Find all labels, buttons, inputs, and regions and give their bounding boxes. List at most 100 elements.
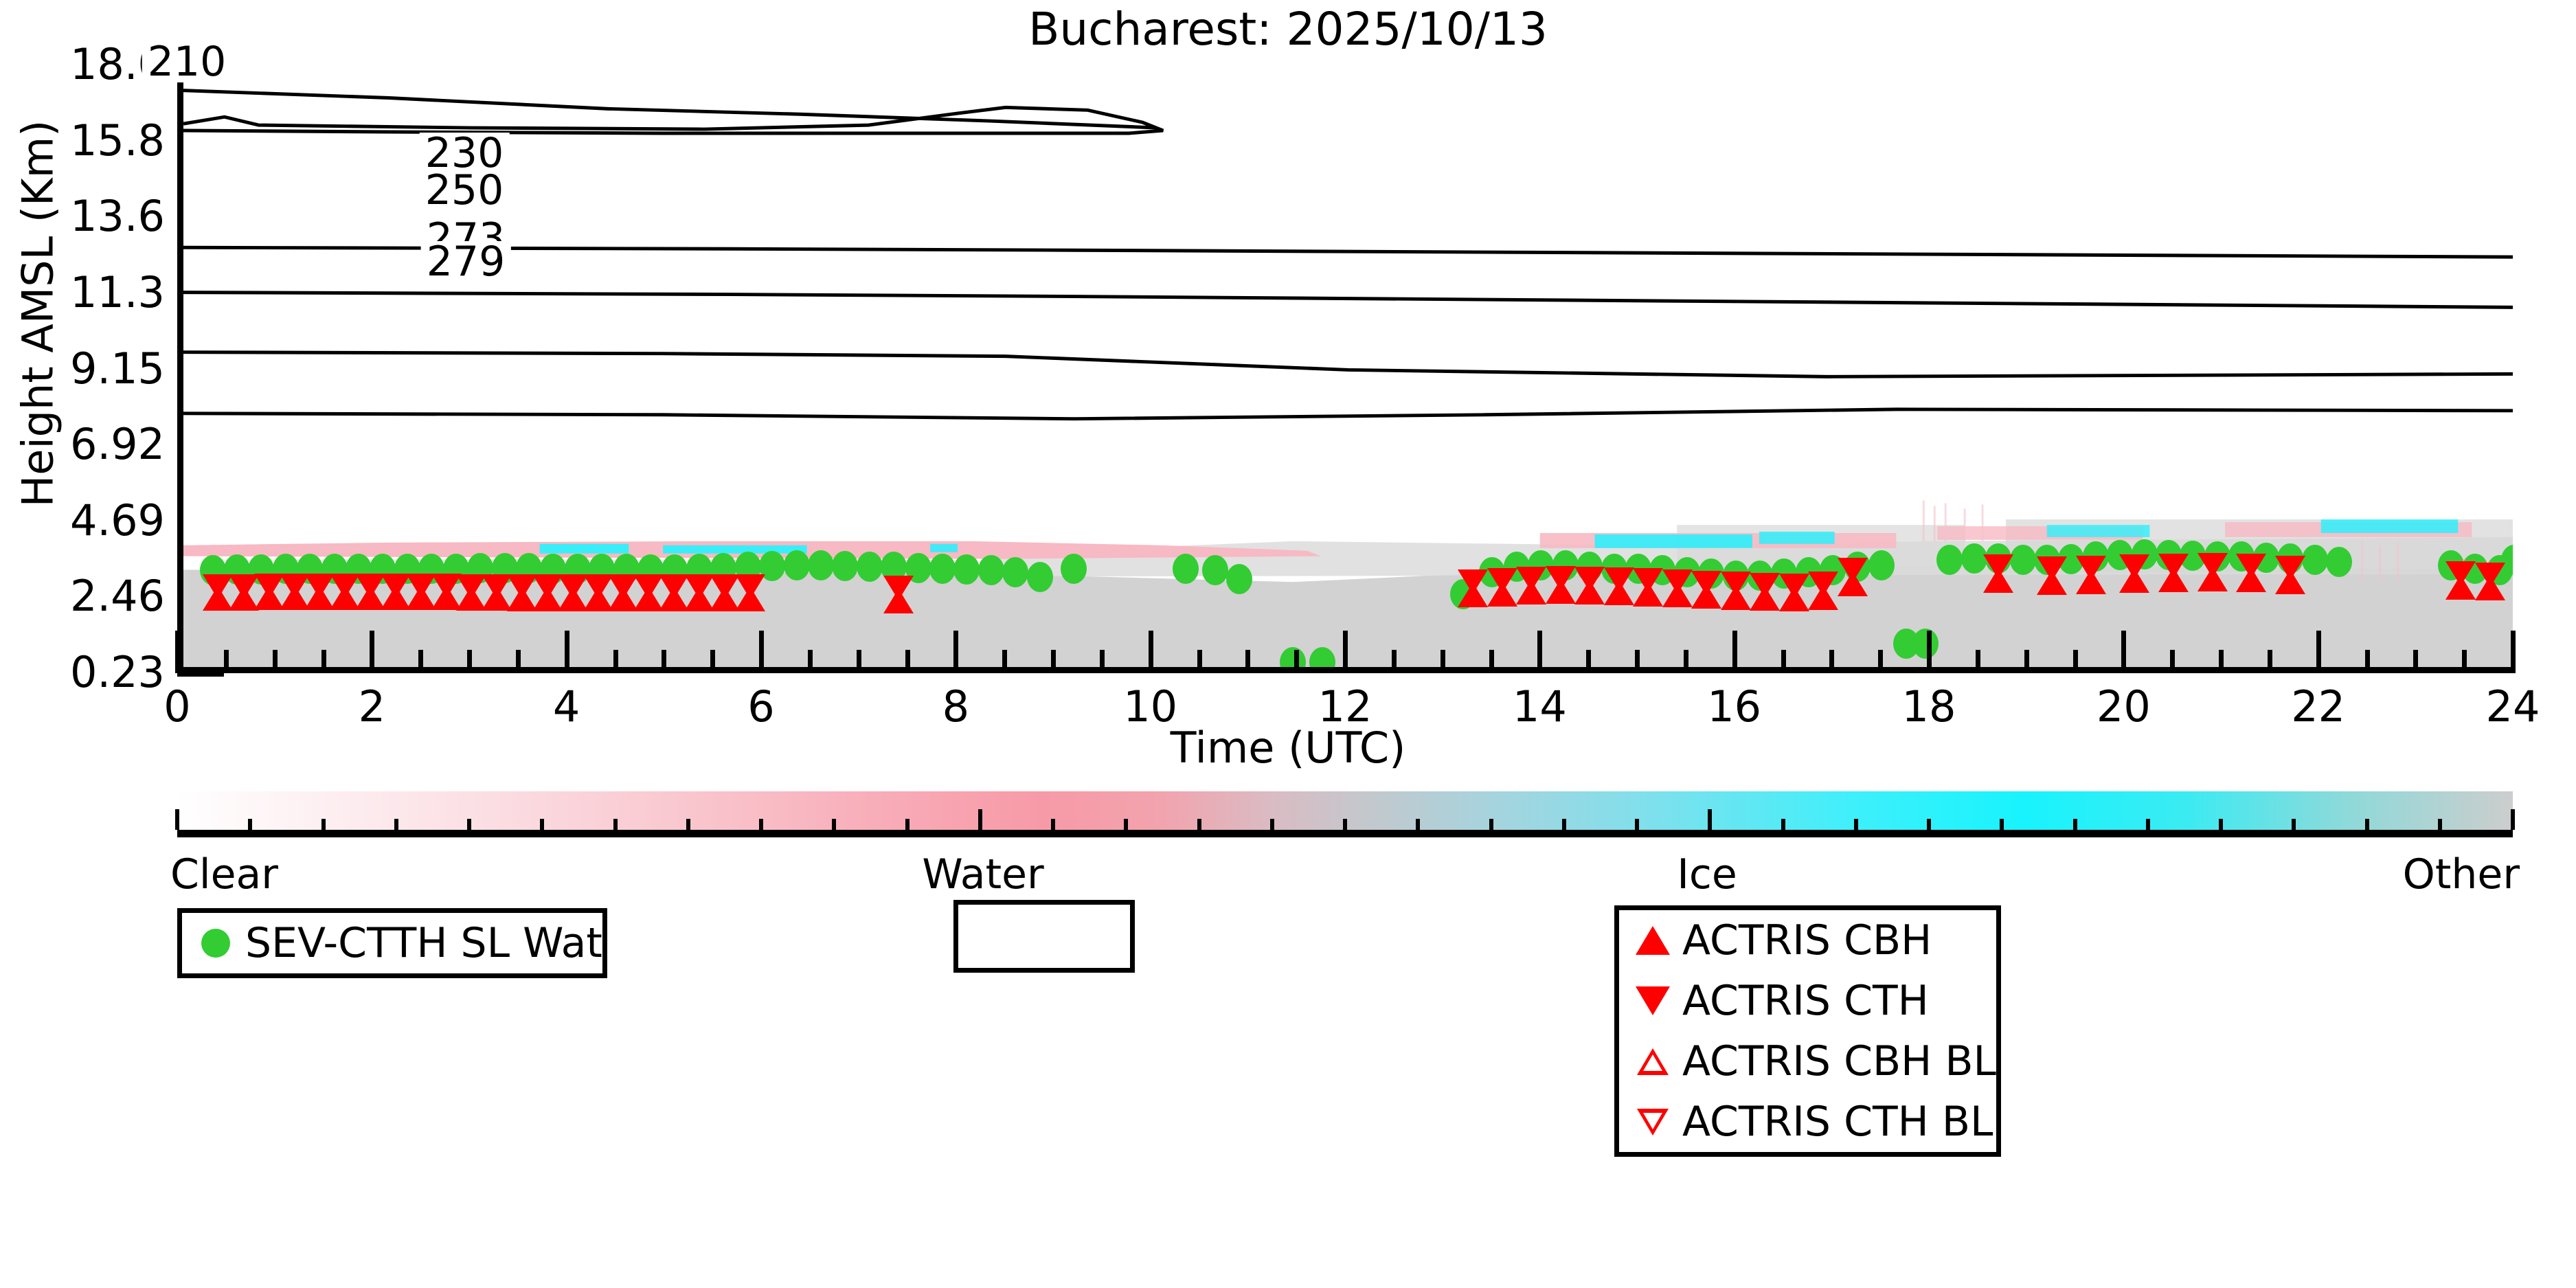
colorbar-minor-tick bbox=[248, 819, 253, 830]
x-minor-tick-mark bbox=[807, 650, 813, 673]
data-point-triangle-down bbox=[2445, 561, 2476, 587]
data-point-triangle-down bbox=[1574, 566, 1605, 591]
data-point-triangle-down bbox=[1720, 572, 1751, 597]
triangle-down-filled-icon bbox=[1634, 986, 1671, 1015]
y-tick-label: 6.92 bbox=[69, 419, 165, 470]
x-minor-tick-mark bbox=[1975, 650, 1980, 673]
x-tick-label: 20 bbox=[2096, 681, 2151, 732]
data-point-triangle-down bbox=[405, 573, 436, 598]
data-point-circle bbox=[1226, 563, 1253, 594]
data-point-triangle-down bbox=[1778, 573, 1809, 598]
x-tick-label: 2 bbox=[358, 681, 386, 732]
x-minor-tick-mark bbox=[515, 650, 521, 673]
legend-item[interactable]: ACTRIS CBH BL bbox=[1619, 1031, 1996, 1092]
legend-empty-box[interactable] bbox=[953, 900, 1135, 973]
x-minor-tick-mark bbox=[1245, 650, 1251, 673]
x-minor-tick-mark bbox=[1099, 650, 1105, 673]
data-point-triangle-down bbox=[355, 573, 385, 598]
x-minor-tick-mark bbox=[321, 650, 326, 673]
colorbar-minor-tick bbox=[1927, 819, 1931, 830]
x-tick-mark bbox=[1343, 631, 1348, 673]
data-point-triangle-down bbox=[1691, 570, 1722, 596]
data-point-circle bbox=[1173, 553, 1199, 584]
data-point-triangle-down bbox=[2474, 562, 2505, 587]
x-axis-label: Time (UTC) bbox=[1170, 723, 1406, 773]
data-point-circle bbox=[978, 555, 1004, 586]
legend-item[interactable]: SEV-CTTH SL Wat bbox=[182, 913, 602, 973]
x-minor-tick-mark bbox=[1440, 650, 1445, 673]
x-minor-tick-mark bbox=[1294, 650, 1300, 673]
x-minor-tick-mark bbox=[662, 650, 667, 673]
data-point-triangle-down bbox=[608, 574, 639, 600]
y-tick-label: 11.3 bbox=[69, 267, 165, 317]
data-point-triangle-down bbox=[1983, 554, 2014, 580]
x-minor-tick-mark bbox=[1586, 650, 1592, 673]
x-minor-tick-mark bbox=[1829, 650, 1835, 673]
circle-green-icon bbox=[197, 929, 234, 958]
colorbar-minor-tick bbox=[759, 819, 763, 830]
data-point-circle bbox=[2325, 546, 2352, 577]
x-tick-mark bbox=[1927, 631, 1932, 673]
legend-actris[interactable]: ACTRIS CBH ACTRIS CTH ACTRIS CBH BL ACTRIS … bbox=[1614, 905, 2001, 1157]
data-point-triangle-down bbox=[734, 574, 765, 600]
x-tick-mark bbox=[1537, 631, 1543, 673]
isotherm-label: 279 bbox=[420, 241, 511, 282]
colorbar-minor-tick bbox=[1853, 819, 1858, 830]
data-point-triangle-down bbox=[659, 574, 689, 600]
x-minor-tick-mark bbox=[418, 650, 424, 673]
x-tick-label: 0 bbox=[163, 681, 191, 732]
classification-colorbar[interactable] bbox=[175, 791, 2515, 843]
x-minor-tick-mark bbox=[223, 650, 229, 673]
data-point-triangle-down bbox=[683, 574, 714, 600]
y-tick-label: 15.8 bbox=[69, 115, 165, 166]
data-point-circle bbox=[1280, 647, 1306, 667]
data-point-triangle-down bbox=[2037, 556, 2067, 581]
y-tick-label: 18.0 bbox=[69, 39, 165, 89]
colorbar-minor-tick bbox=[1416, 819, 1421, 830]
x-minor-tick-mark bbox=[856, 650, 861, 673]
x-minor-tick-mark bbox=[272, 650, 278, 673]
colorbar-label-ice: Ice bbox=[1677, 850, 1737, 899]
x-minor-tick-mark bbox=[1878, 650, 1884, 673]
data-point-circle bbox=[783, 550, 810, 580]
data-point-circle bbox=[1309, 647, 1335, 667]
colorbar-label-clear: Clear bbox=[170, 850, 278, 899]
isotherm-label: 230 bbox=[419, 133, 510, 174]
legend-item-label: ACTRIS CTH BL bbox=[1682, 1098, 1993, 1146]
data-point-circle bbox=[832, 550, 859, 581]
plot-area[interactable] bbox=[177, 65, 2513, 673]
x-minor-tick-mark bbox=[467, 650, 472, 673]
isotherm-label: 210 bbox=[142, 41, 232, 82]
x-tick-label: 8 bbox=[942, 681, 970, 732]
triangle-up-filled-icon bbox=[1634, 926, 1671, 955]
data-point-triangle-down bbox=[557, 574, 588, 600]
data-point-circle bbox=[2009, 545, 2036, 576]
legend-item[interactable]: ACTRIS CBH bbox=[1619, 910, 1996, 971]
colorbar-minor-tick bbox=[467, 819, 471, 830]
colorbar-minor-tick bbox=[2145, 819, 2150, 830]
data-point-circle bbox=[953, 554, 980, 585]
data-point-circle bbox=[1002, 556, 1029, 587]
data-point-triangle-down bbox=[253, 573, 284, 598]
legend-sev-ctth[interactable]: SEV-CTTH SL Wat bbox=[177, 908, 607, 978]
x-minor-tick-mark bbox=[2267, 650, 2272, 673]
x-tick-mark bbox=[2511, 631, 2516, 673]
legend-item[interactable]: ACTRIS CTH bbox=[1619, 971, 1996, 1031]
x-tick-label: 22 bbox=[2291, 681, 2346, 732]
x-tick-label: 4 bbox=[552, 681, 580, 732]
y-tick-label: 4.69 bbox=[69, 495, 165, 545]
x-tick-mark bbox=[370, 631, 375, 673]
data-point-triangle-down bbox=[583, 574, 613, 600]
isotherm-label: 250 bbox=[419, 170, 510, 211]
colorbar-minor-tick bbox=[2000, 819, 2004, 830]
data-point-triangle-down bbox=[2119, 554, 2150, 580]
y-tick-label: 13.6 bbox=[69, 191, 165, 242]
data-point-triangle-down bbox=[507, 574, 537, 600]
legend-item[interactable]: ACTRIS CTH BL bbox=[1619, 1092, 1996, 1152]
data-point-circle bbox=[856, 552, 883, 583]
x-tick-label: 14 bbox=[1512, 681, 1567, 732]
colorbar-major-tick bbox=[1708, 809, 1713, 830]
colorbar-minor-tick bbox=[2437, 819, 2442, 830]
data-point-circle bbox=[1912, 628, 1939, 659]
colorbar-major-tick bbox=[978, 809, 982, 830]
